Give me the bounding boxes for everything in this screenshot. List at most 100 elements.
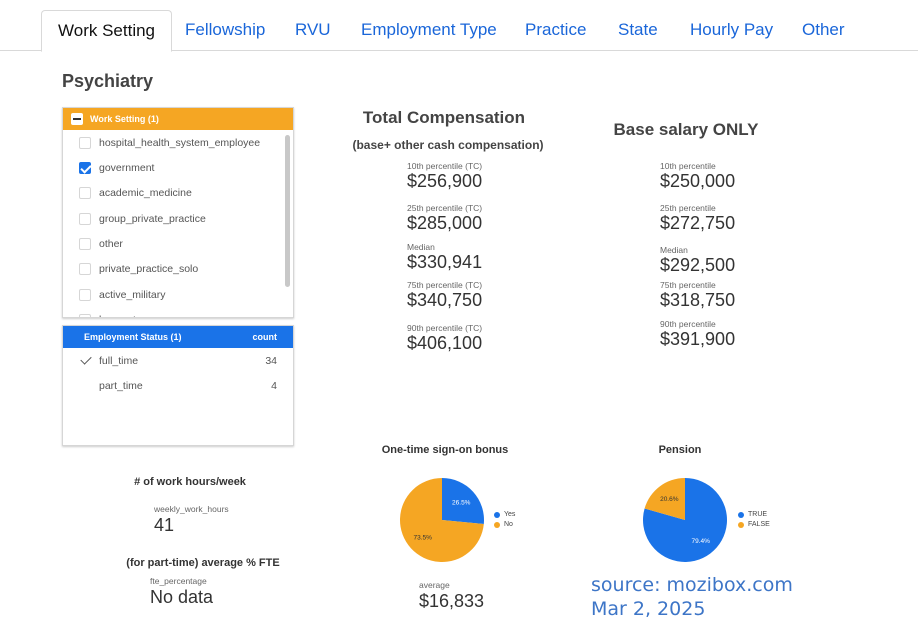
legend-dot	[738, 521, 744, 528]
deselect-all-checkbox[interactable]	[71, 113, 83, 125]
pie-slice-label: 26.5%	[452, 499, 471, 506]
filter-option-label: active_military	[99, 289, 166, 301]
pie-slice-label: 79.4%	[691, 538, 710, 545]
tab-other[interactable]: Other	[802, 20, 845, 39]
tab-bar: Work Setting Fellowship RVU Employment T…	[0, 0, 918, 52]
fte-label: fte_percentage	[150, 576, 207, 586]
base-median-value: $292,500	[660, 255, 736, 275]
pension-legend-false: FALSE	[738, 521, 770, 528]
legend-dot	[494, 511, 500, 518]
count-header: count	[252, 332, 278, 342]
tc-p90-label: 90th percentile (TC)	[407, 323, 483, 333]
tab-employment-type[interactable]: Employment Type	[361, 20, 497, 39]
pension-chart-title: Pension	[658, 444, 702, 456]
filter-option-label: government	[99, 162, 155, 174]
employment-status-filter-title: Employment Status (1)	[84, 332, 182, 342]
checkbox[interactable]	[79, 213, 91, 225]
filter-option-label: hospital_health_system_employee	[99, 137, 261, 149]
checkbox[interactable]	[79, 187, 91, 199]
work-hours-value: 41	[154, 515, 175, 535]
base-p10-label: 10th percentile	[660, 161, 716, 171]
legend-label: No	[504, 521, 513, 528]
tab-rvu[interactable]: RVU	[295, 20, 331, 39]
bonus-legend-yes: Yes	[494, 511, 515, 518]
status-option-full-time[interactable]: full_time 34	[63, 352, 293, 370]
filter-option-label: other	[99, 238, 123, 250]
checkbox[interactable]	[79, 314, 91, 317]
pie-slice-label: 20.6%	[660, 496, 679, 503]
work-hours-title: # of work hours/week	[134, 476, 246, 488]
filter-option-locum[interactable]: locum_tenens	[79, 311, 164, 317]
bonus-average-label: average	[419, 580, 450, 590]
checkbox-checked[interactable]	[79, 162, 91, 174]
tc-p25-value: $285,000	[407, 213, 483, 233]
status-option-label: part_time	[99, 380, 143, 392]
tc-p75-label: 75th percentile (TC)	[407, 280, 483, 290]
tc-median-value: $330,941	[407, 252, 483, 272]
status-option-part-time[interactable]: part_time 4	[63, 377, 293, 395]
source-text: source: mozibox.com	[591, 574, 793, 596]
work-setting-filter-header[interactable]: Work Setting (1)	[63, 108, 293, 130]
pie-slice-yes	[442, 478, 484, 524]
legend-dot	[738, 511, 744, 518]
base-p25-value: $272,750	[660, 213, 736, 233]
employment-status-filter: Employment Status (1) count full_time 34…	[62, 325, 294, 446]
filter-option-label: group_private_practice	[99, 213, 206, 225]
page-title: Psychiatry	[62, 71, 154, 91]
legend-dot	[494, 521, 500, 528]
total-comp-subtitle: (base+ other cash compensation)	[352, 138, 544, 152]
employment-status-filter-header[interactable]: Employment Status (1) count	[63, 326, 293, 348]
total-comp-title: Total Compensation	[362, 108, 526, 127]
tab-state[interactable]: State	[618, 20, 658, 39]
filter-option-other[interactable]: other	[79, 235, 123, 253]
tab-hourly-pay[interactable]: Hourly Pay	[690, 20, 774, 39]
tc-p90-value: $406,100	[407, 333, 483, 353]
bonus-average-value: $16,833	[419, 591, 485, 611]
source-date: Mar 2, 2025	[591, 598, 706, 620]
tab-fellowship[interactable]: Fellowship	[185, 20, 266, 39]
status-option-count: 34	[265, 355, 277, 367]
base-p25-label: 25th percentile	[660, 203, 716, 213]
base-p75-value: $318,750	[660, 290, 736, 310]
filter-option-military[interactable]: active_military	[79, 286, 166, 304]
status-option-count: 4	[271, 380, 277, 392]
base-salary-title: Base salary ONLY	[613, 120, 759, 139]
base-p10-value: $250,000	[660, 171, 736, 191]
work-hours-label: weekly_work_hours	[154, 504, 229, 514]
legend-label: TRUE	[748, 511, 768, 518]
checkbox[interactable]	[79, 289, 91, 301]
bonus-pie-chart: 26.5% 73.5%	[400, 478, 484, 562]
base-p75-label: 75th percentile	[660, 280, 716, 290]
bonus-legend-no: No	[494, 521, 513, 528]
fte-value: No data	[150, 587, 214, 607]
pie-slice-false	[644, 478, 685, 520]
tab-work-setting[interactable]: Work Setting	[41, 10, 173, 52]
tc-p25-label: 25th percentile (TC)	[407, 203, 483, 213]
base-p90-value: $391,900	[660, 329, 736, 349]
scrollbar[interactable]	[285, 135, 290, 287]
filter-option-solo[interactable]: private_practice_solo	[79, 260, 198, 278]
checkbox[interactable]	[79, 238, 91, 250]
tc-p10-value: $256,900	[407, 171, 483, 191]
pension-pie-chart: 79.4% 20.6%	[643, 478, 727, 562]
tab-practice[interactable]: Practice	[525, 20, 587, 39]
pie-slice-no	[400, 478, 484, 562]
filter-option-government[interactable]: government	[79, 159, 154, 177]
checkbox[interactable]	[79, 263, 91, 275]
checkbox[interactable]	[79, 137, 91, 149]
legend-label: FALSE	[748, 521, 770, 528]
tc-p10-label: 10th percentile (TC)	[407, 161, 483, 171]
filter-option-hospital[interactable]: hospital_health_system_employee	[79, 134, 260, 152]
work-setting-filter-title: Work Setting (1)	[90, 114, 159, 124]
filter-option-group-private[interactable]: group_private_practice	[79, 210, 206, 228]
filter-option-academic[interactable]: academic_medicine	[79, 184, 192, 202]
tc-p75-value: $340,750	[407, 290, 483, 310]
checkmark-icon	[80, 353, 92, 365]
base-median-label: Median	[660, 245, 688, 255]
tc-median-label: Median	[407, 242, 435, 252]
filter-option-label: locum_tenens	[99, 314, 164, 317]
filter-option-label: academic_medicine	[99, 187, 192, 199]
work-setting-filter: Work Setting (1) hospital_health_system_…	[62, 107, 294, 318]
base-p90-label: 90th percentile	[660, 319, 716, 329]
fte-title: (for part-time) average % FTE	[126, 557, 280, 569]
